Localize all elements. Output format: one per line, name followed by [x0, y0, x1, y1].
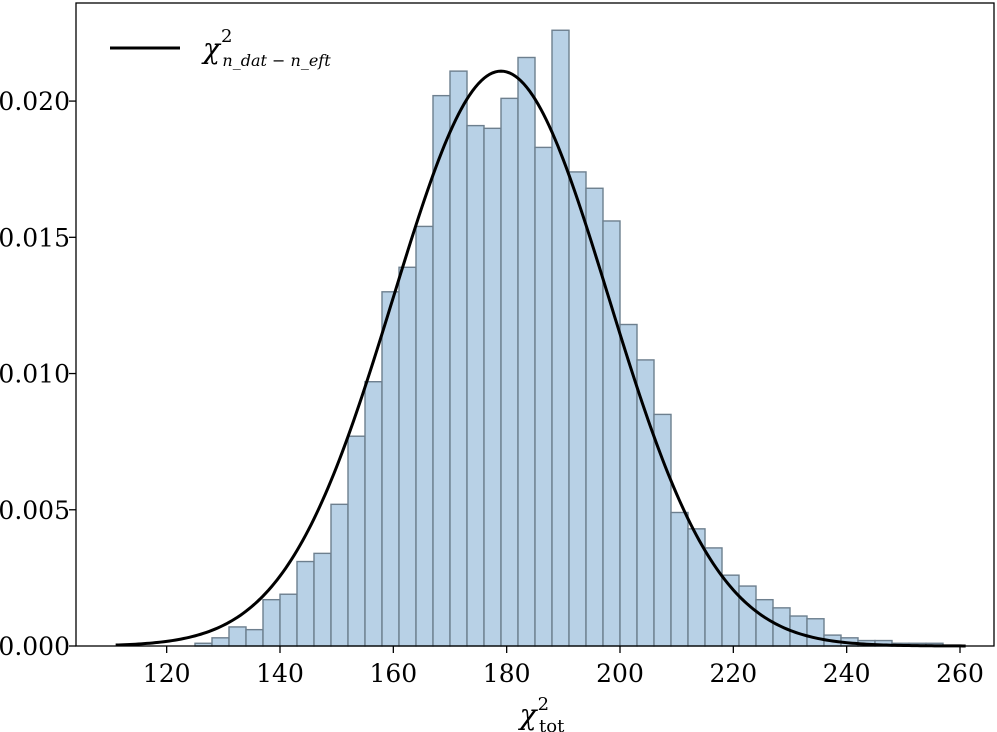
- histogram-bar: [449, 70, 468, 647]
- legend-sub: n_dat − n_eft: [222, 51, 331, 70]
- histogram-bar: [568, 171, 587, 647]
- y-tick-label: 0.020: [0, 87, 70, 116]
- x-tick-label: 180: [483, 659, 531, 688]
- chi-squared-density-curve: [115, 69, 966, 648]
- x-axis-label-sub: tot: [539, 716, 565, 732]
- x-axis-label-symbol: χ: [518, 698, 539, 731]
- histogram-bars: [194, 29, 944, 647]
- histogram-bar: [296, 560, 315, 647]
- histogram-bar: [653, 413, 672, 647]
- x-tick-label: 240: [823, 659, 871, 688]
- y-tick-label: 0.015: [0, 223, 70, 252]
- histogram-bar: [330, 503, 349, 647]
- histogram-bar: [262, 598, 281, 647]
- histogram-bar: [398, 266, 417, 647]
- legend-sup: 2: [221, 26, 232, 47]
- histogram-bar: [364, 381, 383, 647]
- histogram-bar: [551, 29, 570, 647]
- y-tick-label: 0.005: [0, 496, 70, 525]
- y-axis-ticks: 0.000 0.005 0.010 0.015 0.020: [0, 87, 76, 661]
- histogram-bar: [381, 291, 400, 647]
- histogram-bar: [483, 127, 502, 647]
- histogram-bar: [211, 637, 230, 647]
- histogram-bar: [313, 552, 332, 647]
- histogram-bar: [432, 94, 451, 647]
- histogram-bar: [636, 359, 655, 647]
- histogram-bar: [347, 435, 366, 647]
- plot-frame: [75, 2, 995, 647]
- histogram-bar: [755, 598, 774, 647]
- histogram-bar: [534, 146, 553, 647]
- histogram-bar: [279, 593, 298, 647]
- histogram-bar: [738, 585, 757, 647]
- histogram-bar: [670, 511, 689, 647]
- x-tick-label: 200: [596, 659, 644, 688]
- legend: χ2 n_dat − n_eft: [110, 26, 331, 70]
- histogram-bar: [245, 628, 264, 647]
- histogram-bar: [415, 225, 434, 647]
- x-tick-label: 140: [256, 659, 304, 688]
- x-axis-ticks: 120 140 160 180 200 220 240 260: [143, 646, 984, 688]
- x-axis-label-sup: 2: [538, 694, 549, 715]
- histogram-bar: [500, 97, 519, 647]
- x-axis-label: χ2 tot: [518, 694, 565, 732]
- histogram-bar: [619, 323, 638, 647]
- histogram-bar: [228, 626, 247, 647]
- histogram-bar: [806, 618, 825, 647]
- histogram-bar: [585, 187, 604, 647]
- x-tick-label: 120: [143, 659, 191, 688]
- legend-symbol: χ: [201, 32, 222, 65]
- y-tick-label: 0.010: [0, 360, 70, 389]
- legend-label: χ2 n_dat − n_eft: [201, 26, 331, 70]
- x-tick-label: 260: [936, 659, 984, 688]
- histogram-bar: [466, 124, 485, 647]
- y-tick-label: 0.000: [0, 632, 70, 661]
- x-tick-label: 160: [369, 659, 417, 688]
- x-tick-label: 220: [709, 659, 757, 688]
- histogram-bar: [517, 56, 536, 647]
